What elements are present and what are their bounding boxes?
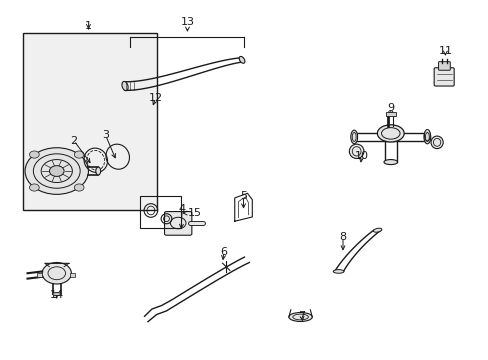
- Text: 3: 3: [102, 130, 109, 140]
- Text: 10: 10: [354, 151, 368, 161]
- Bar: [385, 112, 395, 116]
- Text: 11: 11: [438, 46, 451, 56]
- Ellipse shape: [96, 167, 101, 175]
- Text: 6: 6: [220, 247, 227, 257]
- Bar: [37, 273, 42, 277]
- Ellipse shape: [239, 57, 244, 63]
- Ellipse shape: [373, 228, 381, 232]
- Circle shape: [74, 151, 84, 158]
- Text: 13: 13: [180, 17, 194, 27]
- Text: 8: 8: [339, 232, 346, 242]
- Circle shape: [29, 151, 39, 158]
- Text: 2: 2: [70, 136, 77, 145]
- Text: 4: 4: [178, 204, 185, 214]
- Circle shape: [29, 184, 39, 191]
- Text: 14: 14: [50, 290, 64, 300]
- Ellipse shape: [383, 159, 397, 165]
- FancyBboxPatch shape: [433, 68, 453, 86]
- Ellipse shape: [424, 130, 429, 141]
- Text: 7: 7: [298, 311, 305, 321]
- Ellipse shape: [122, 81, 128, 91]
- Text: 1: 1: [85, 21, 92, 31]
- Ellipse shape: [350, 130, 357, 144]
- Ellipse shape: [52, 293, 61, 296]
- Ellipse shape: [377, 125, 404, 142]
- Text: 9: 9: [386, 103, 393, 113]
- Ellipse shape: [430, 136, 442, 149]
- Ellipse shape: [423, 130, 430, 144]
- Text: 5: 5: [240, 191, 246, 201]
- Ellipse shape: [332, 270, 343, 273]
- Ellipse shape: [288, 312, 312, 321]
- Circle shape: [42, 262, 71, 284]
- FancyBboxPatch shape: [164, 212, 191, 235]
- Text: 12: 12: [148, 93, 163, 103]
- Text: 15: 15: [187, 208, 202, 218]
- Bar: [22, 33, 157, 211]
- FancyBboxPatch shape: [438, 62, 449, 70]
- Circle shape: [49, 166, 64, 176]
- Circle shape: [74, 184, 84, 191]
- Bar: [140, 196, 181, 228]
- Bar: [70, 273, 75, 277]
- Ellipse shape: [348, 144, 363, 158]
- Circle shape: [25, 148, 88, 194]
